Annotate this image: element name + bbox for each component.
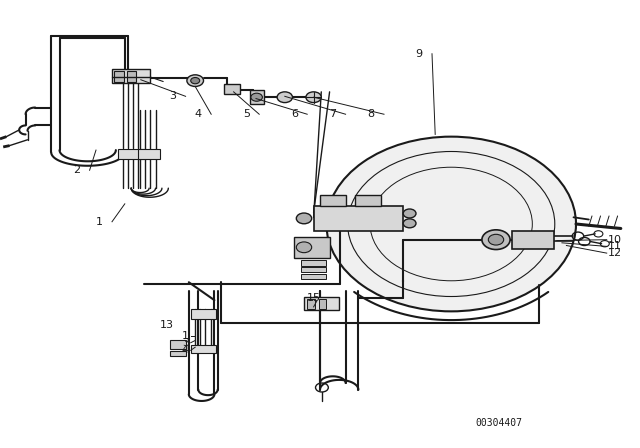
Circle shape	[326, 137, 576, 311]
Text: 8: 8	[367, 109, 375, 119]
Circle shape	[296, 213, 312, 224]
Text: 15: 15	[307, 293, 321, 303]
Bar	[304, 297, 339, 310]
Bar	[320, 195, 346, 206]
Bar	[307, 299, 315, 309]
Circle shape	[403, 219, 416, 228]
Text: 6: 6	[291, 109, 298, 119]
Text: 11: 11	[608, 241, 622, 251]
Bar	[512, 231, 554, 249]
Bar	[170, 340, 186, 349]
Text: 9: 9	[415, 49, 423, 59]
Circle shape	[191, 78, 200, 84]
Circle shape	[251, 93, 262, 101]
Text: 1: 1	[96, 217, 102, 227]
Bar	[114, 71, 124, 82]
Text: 00304407: 00304407	[476, 418, 523, 428]
Text: 12: 12	[608, 248, 622, 258]
Text: 1: 1	[182, 331, 189, 341]
Text: 4: 4	[195, 109, 202, 119]
Text: 3: 3	[182, 338, 189, 348]
Circle shape	[277, 92, 292, 103]
Text: 7: 7	[329, 109, 337, 119]
Bar	[118, 149, 144, 159]
Text: 10: 10	[608, 235, 622, 245]
Circle shape	[306, 92, 321, 103]
Bar	[170, 351, 186, 356]
Circle shape	[187, 75, 204, 86]
Bar	[191, 345, 216, 353]
Text: 13: 13	[159, 320, 173, 330]
Circle shape	[296, 242, 312, 253]
Bar	[294, 237, 330, 258]
Bar	[355, 195, 381, 206]
Bar	[301, 274, 326, 279]
Bar	[224, 84, 240, 94]
Bar	[314, 206, 403, 231]
Bar	[191, 309, 216, 319]
Bar	[301, 260, 326, 266]
Bar	[112, 69, 150, 83]
Bar	[127, 71, 136, 82]
Circle shape	[403, 209, 416, 218]
Text: 3: 3	[170, 91, 176, 101]
Bar	[138, 149, 160, 159]
Bar	[301, 267, 326, 272]
Text: 4: 4	[182, 345, 189, 355]
Bar	[250, 90, 264, 104]
Text: 2: 2	[73, 165, 81, 175]
Circle shape	[482, 230, 510, 250]
Text: 5: 5	[243, 109, 250, 119]
Bar	[319, 299, 326, 309]
Circle shape	[488, 234, 504, 245]
